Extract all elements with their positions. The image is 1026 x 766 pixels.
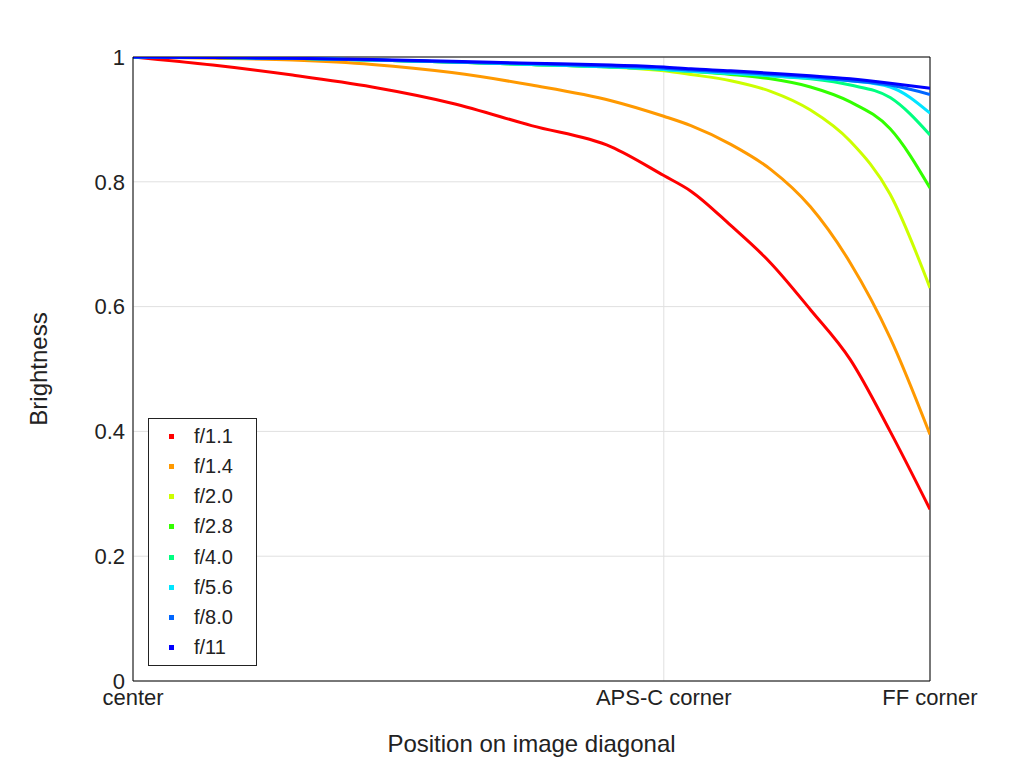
svg-text:0.2: 0.2 xyxy=(94,544,125,569)
svg-text:1: 1 xyxy=(113,45,125,70)
html-text:f/2.8: f/2.8 xyxy=(194,515,233,538)
svg-text:center: center xyxy=(102,685,163,710)
svg-text:Brightness: Brightness xyxy=(25,312,52,425)
svg-text:0: 0 xyxy=(113,669,125,694)
html-text:f/1.4: f/1.4 xyxy=(194,455,233,478)
html-text:f/5.6: f/5.6 xyxy=(194,575,233,598)
svg-text:Position on image diagonal: Position on image diagonal xyxy=(387,730,675,757)
html-text:f/11: f/11 xyxy=(194,636,226,658)
html-text:f/4.0: f/4.0 xyxy=(194,545,233,568)
html-text:f/8.0: f/8.0 xyxy=(194,605,233,628)
svg-text:0.8: 0.8 xyxy=(94,170,125,195)
svg-text:0.4: 0.4 xyxy=(94,419,125,444)
svg-text:0.6: 0.6 xyxy=(94,294,125,319)
html-text:f/1.1: f/1.1 xyxy=(194,425,233,447)
svg-text:FF corner: FF corner xyxy=(882,685,977,710)
html-text:f/2.0: f/2.0 xyxy=(194,485,233,508)
svg-text:APS-C corner: APS-C corner xyxy=(596,685,732,710)
